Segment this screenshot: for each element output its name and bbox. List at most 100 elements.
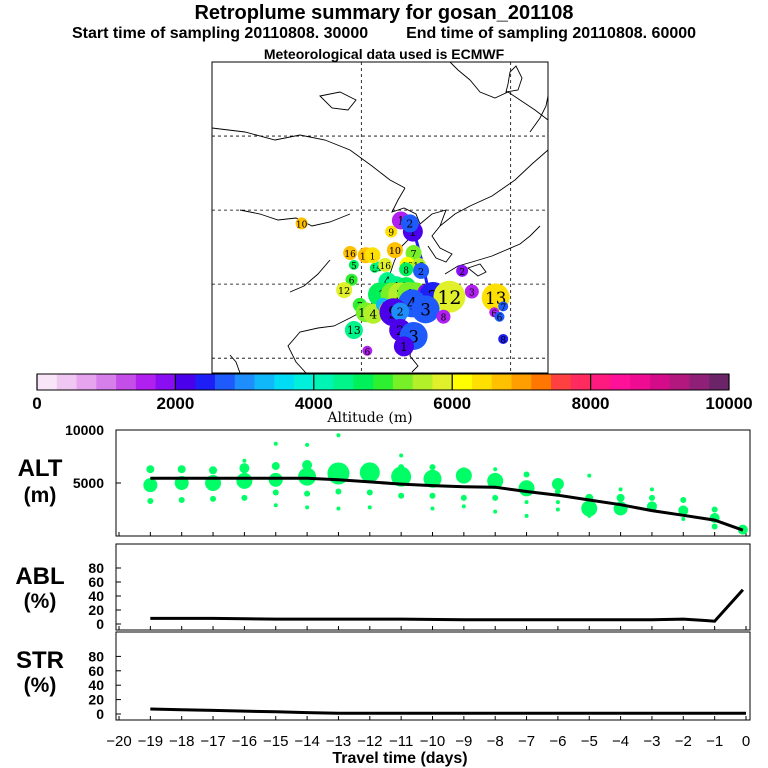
colorbar-swatch bbox=[471, 374, 493, 390]
x-tick-label: −1 bbox=[706, 733, 723, 750]
plume-point-label: 7 bbox=[500, 303, 506, 313]
alt-marker bbox=[210, 495, 217, 502]
alt-marker bbox=[487, 472, 504, 489]
alt-marker bbox=[460, 494, 467, 501]
plume-point bbox=[413, 262, 430, 279]
alt-marker bbox=[423, 469, 442, 488]
plume-point-label: 12 bbox=[437, 287, 461, 309]
colorbar-swatch bbox=[669, 374, 690, 390]
alt-marker bbox=[398, 464, 405, 471]
alt-panel-unit: (m) bbox=[23, 484, 57, 507]
alt-marker bbox=[618, 487, 623, 492]
x-tick-label: −20 bbox=[106, 733, 131, 750]
plume-point bbox=[391, 302, 410, 321]
colorbar-swatch bbox=[709, 374, 730, 390]
alt-marker bbox=[455, 467, 472, 484]
plume-point bbox=[348, 259, 359, 270]
alt-marker bbox=[398, 492, 405, 499]
alt-marker bbox=[551, 478, 564, 491]
x-tick-label: −14 bbox=[294, 733, 319, 750]
plume-point-label: 3 bbox=[469, 289, 475, 299]
map-coastline bbox=[229, 354, 241, 373]
x-tick-label: −8 bbox=[487, 733, 504, 750]
colorbar-swatch bbox=[195, 374, 216, 390]
plume-point-label: 2 bbox=[396, 324, 404, 339]
str-panel-title: STR bbox=[16, 647, 64, 674]
plume-point bbox=[362, 345, 373, 356]
plume-point-label: 1 bbox=[369, 251, 375, 262]
plume-point-label: 2 bbox=[406, 217, 413, 230]
colorbar-swatch bbox=[313, 374, 335, 390]
alt-marker bbox=[366, 489, 373, 496]
alt-marker bbox=[587, 473, 592, 478]
x-tick-label: 0 bbox=[742, 733, 750, 750]
map-coastline bbox=[467, 263, 487, 277]
plume-point bbox=[498, 333, 509, 344]
plume-point-label: 2 bbox=[418, 267, 424, 278]
alt-marker bbox=[523, 471, 530, 478]
map-coastline bbox=[419, 209, 453, 263]
sampling-times: Start time of sampling 20110808. 30000 En… bbox=[0, 25, 768, 43]
colorbar-swatch bbox=[155, 374, 176, 390]
colorbar-swatch bbox=[56, 374, 78, 390]
alt-marker bbox=[429, 492, 436, 499]
x-tick-label: −6 bbox=[549, 733, 566, 750]
alt-marker bbox=[587, 513, 592, 518]
start-time-label: Start time of sampling 20110808. 30000 bbox=[71, 25, 369, 42]
alt-marker bbox=[272, 489, 279, 496]
plume-point-label: 1 bbox=[400, 340, 408, 354]
plume-point-label: 12 bbox=[338, 286, 350, 297]
alt-marker bbox=[681, 517, 686, 522]
alt-marker bbox=[581, 500, 598, 517]
alt-marker bbox=[616, 493, 625, 502]
plume-point bbox=[494, 311, 505, 322]
abl-panel-title: ABL bbox=[15, 563, 65, 590]
plume-point-label: 6 bbox=[349, 277, 355, 287]
plume-point bbox=[399, 262, 414, 277]
plume-point-label: 6 bbox=[364, 348, 370, 358]
alt-marker bbox=[555, 500, 560, 505]
alt-marker bbox=[143, 478, 158, 493]
colorbar-swatch bbox=[531, 374, 552, 390]
colorbar-swatch bbox=[135, 374, 157, 390]
y-tick-label: 10000 bbox=[65, 422, 104, 438]
plume-point bbox=[400, 214, 419, 233]
colorbar-swatch bbox=[590, 374, 611, 390]
plume-point-label: 2 bbox=[397, 306, 404, 319]
colorbar-swatch bbox=[511, 374, 532, 390]
plume-point-label: 8 bbox=[500, 336, 506, 346]
alt-marker bbox=[336, 433, 341, 438]
y-tick-label: 80 bbox=[88, 648, 104, 664]
colorbar-swatch bbox=[630, 374, 651, 390]
colorbar-tick-label: 2000 bbox=[156, 394, 194, 413]
alt-marker bbox=[336, 506, 341, 511]
map-layer: 1101291617110755416191982261244511063511… bbox=[212, 62, 548, 373]
alt-marker bbox=[399, 453, 404, 458]
alt-marker bbox=[271, 462, 280, 471]
map-frame bbox=[211, 61, 549, 374]
y-tick-label: 5000 bbox=[73, 475, 104, 491]
alt-marker bbox=[236, 472, 253, 489]
y-tick-label: 40 bbox=[88, 677, 104, 693]
y-tick-label: 40 bbox=[88, 588, 104, 604]
y-tick-label: 80 bbox=[88, 560, 104, 576]
plume-point bbox=[464, 284, 479, 299]
alt-marker bbox=[367, 505, 372, 510]
plume-point-label: 4 bbox=[369, 307, 377, 321]
alt-marker bbox=[209, 466, 218, 475]
alt-marker bbox=[493, 467, 498, 472]
plume-point bbox=[336, 282, 353, 299]
plume-point-label: 13 bbox=[347, 324, 361, 337]
str-panel-unit: (%) bbox=[23, 674, 57, 697]
plume-point-label: 2 bbox=[459, 268, 465, 278]
alt-marker bbox=[242, 458, 247, 463]
alt-marker bbox=[298, 467, 317, 486]
colorbar-swatch bbox=[570, 374, 592, 390]
alt-marker bbox=[305, 505, 310, 510]
map-coastline bbox=[319, 91, 357, 111]
y-tick-label: 20 bbox=[88, 602, 104, 618]
alt-marker bbox=[146, 465, 155, 474]
plume-point-label: 5 bbox=[351, 262, 357, 272]
x-axis-title: Travel time (days) bbox=[332, 750, 468, 767]
x-tick-label: −11 bbox=[389, 733, 413, 750]
